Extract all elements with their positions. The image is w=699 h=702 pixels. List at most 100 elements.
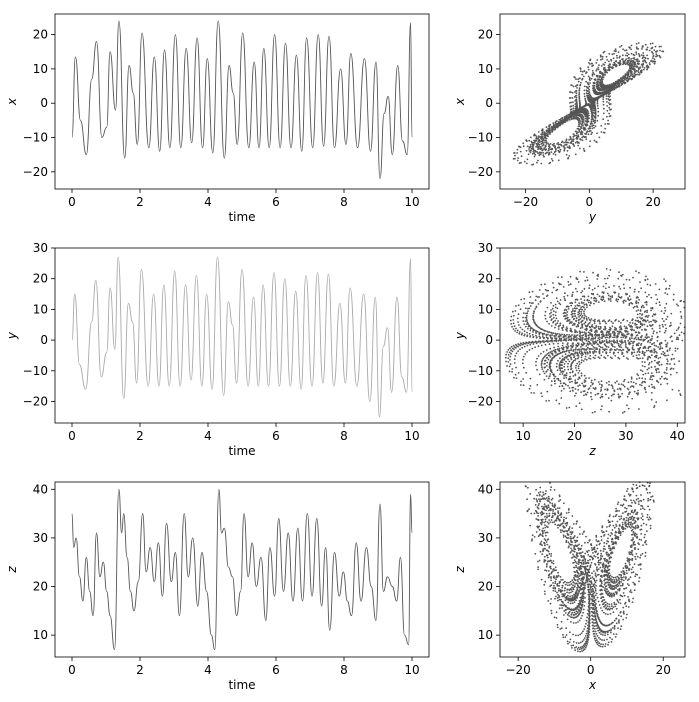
scatter-point — [574, 556, 577, 559]
scatter-point — [622, 318, 625, 321]
scatter-point — [605, 352, 608, 355]
scatter-point — [573, 96, 576, 98]
scatter-point — [579, 270, 581, 273]
scatter-point — [582, 353, 584, 356]
scatter-point — [569, 535, 572, 538]
scatter-point — [607, 332, 610, 334]
scatter-point — [552, 122, 555, 125]
scatter-point — [585, 339, 588, 342]
scatter-point — [609, 333, 612, 335]
scatter-point — [580, 313, 583, 315]
scatter-point — [541, 368, 544, 370]
scatter-point — [545, 531, 548, 534]
scatter-point — [634, 322, 636, 325]
scatter-point — [634, 525, 637, 528]
scatter-point — [641, 66, 644, 68]
scatter-point — [530, 326, 532, 329]
scatter-point — [617, 80, 620, 82]
scatter-point — [581, 77, 584, 80]
scatter-point — [626, 613, 628, 616]
scatter-point — [572, 622, 575, 624]
scatter-point — [583, 351, 586, 354]
scatter-point — [540, 540, 543, 543]
scatter-point — [566, 343, 569, 346]
scatter-point — [534, 141, 536, 143]
scatter-point — [565, 360, 567, 363]
scatter-point — [640, 323, 642, 326]
scatter-point — [585, 131, 588, 134]
scatter-point — [648, 385, 651, 388]
scatter-point — [677, 328, 680, 330]
scatter-point — [638, 73, 641, 76]
scatter-point — [529, 305, 532, 307]
scatter-point — [634, 65, 636, 68]
scatter-point — [634, 558, 637, 560]
scatter-point — [650, 339, 652, 342]
scatter-point — [576, 362, 579, 365]
scatter-point — [644, 347, 647, 349]
scatter-point — [594, 617, 597, 620]
scatter-point — [587, 295, 590, 298]
scatter-point — [583, 601, 586, 603]
scatter-point — [584, 321, 587, 324]
scatter-point — [629, 77, 632, 80]
scatter-point — [572, 104, 575, 107]
scatter-point — [629, 286, 632, 289]
scatter-point — [681, 339, 684, 342]
scatter-point — [544, 137, 547, 140]
scatter-point — [653, 342, 656, 344]
scatter-point — [655, 369, 658, 372]
scatter-point — [574, 85, 577, 88]
scatter-point — [556, 332, 559, 335]
scatter-point — [536, 296, 539, 298]
scatter-point — [661, 50, 664, 53]
scatter-point — [580, 132, 582, 135]
scatter-point — [597, 343, 600, 346]
scatter-point — [574, 287, 577, 290]
scatter-point — [633, 305, 636, 308]
scatter-point — [620, 383, 623, 386]
scatter-point — [594, 563, 596, 565]
scatter-point — [555, 317, 558, 320]
scatter-point — [552, 320, 555, 323]
scatter-point — [639, 499, 642, 502]
scatter-point — [570, 356, 572, 359]
scatter-point — [650, 372, 653, 374]
scatter-point — [512, 322, 515, 325]
scatter-point — [609, 514, 611, 516]
scatter-point — [573, 110, 576, 113]
scatter-point — [572, 140, 575, 143]
scatter-point — [579, 122, 581, 125]
scatter-point — [593, 622, 595, 624]
scatter-point — [648, 336, 650, 338]
scatter-point — [607, 297, 610, 300]
scatter-point — [640, 384, 643, 387]
scatter-point — [616, 85, 618, 88]
scatter-point — [560, 367, 563, 369]
scatter-point — [593, 73, 596, 76]
scatter-point — [552, 332, 555, 334]
scatter-point — [567, 305, 570, 308]
scatter-point — [578, 310, 581, 313]
scatter-point — [623, 378, 626, 381]
axes-frame — [54, 481, 430, 658]
scatter-point — [580, 127, 583, 130]
scatter-point — [574, 153, 577, 156]
scatter-point — [547, 377, 550, 380]
scatter-point — [623, 76, 626, 78]
scatter-point — [579, 70, 582, 73]
scatter-point — [591, 617, 594, 620]
scatter-point — [594, 357, 596, 360]
scatter-point — [641, 57, 644, 60]
scatter-point — [547, 289, 550, 292]
scatter-point — [634, 63, 637, 66]
scatter-point — [547, 600, 550, 602]
scatter-point — [537, 159, 539, 162]
scatter-point — [564, 583, 567, 586]
scatter-point — [631, 328, 634, 331]
scatter-point — [575, 78, 577, 81]
scatter-point — [580, 321, 582, 323]
scatter-point — [559, 148, 562, 151]
scatter-point — [626, 320, 629, 322]
scatter-point — [514, 157, 516, 160]
